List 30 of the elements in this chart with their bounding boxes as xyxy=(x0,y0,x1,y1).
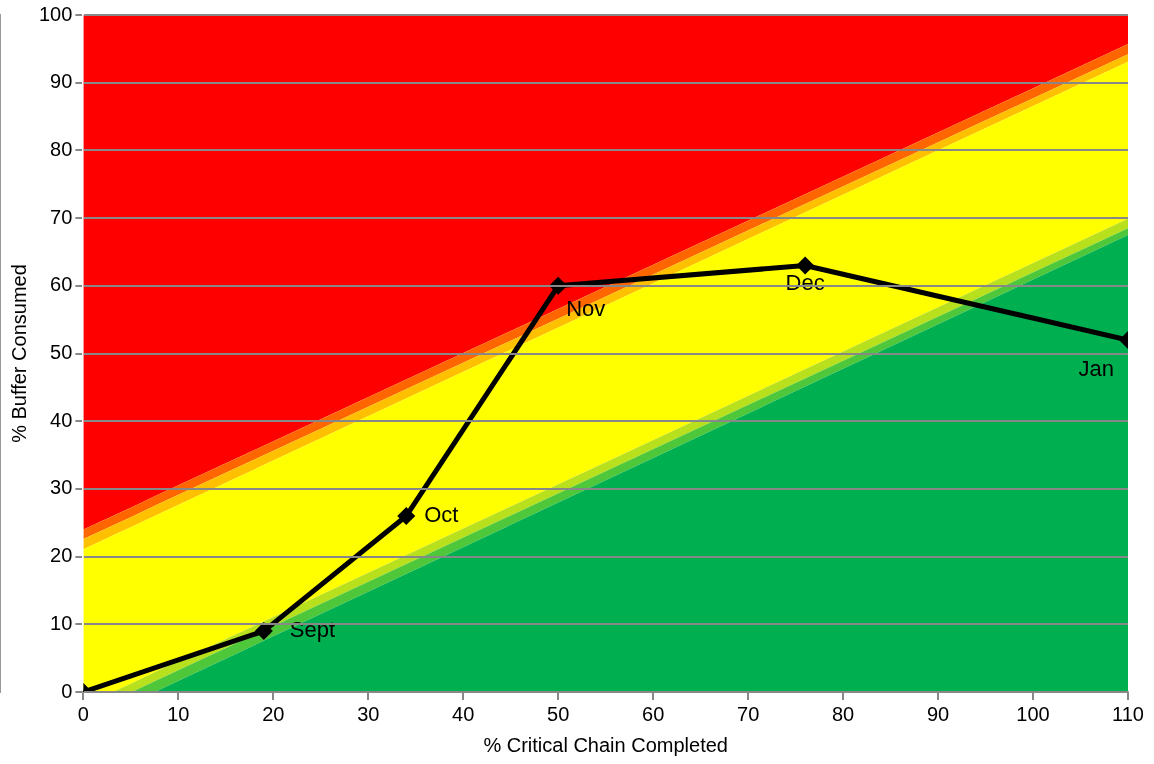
y-tick-label: 10 xyxy=(50,611,73,634)
y-tick-label: 20 xyxy=(50,544,73,567)
y-tick-label: 0 xyxy=(61,679,73,702)
y-tick-label: 60 xyxy=(50,273,73,296)
x-tick-label: 100 xyxy=(1016,702,1050,725)
x-tick-label: 50 xyxy=(547,702,570,725)
y-tick-label: 40 xyxy=(50,408,73,431)
point xyxy=(254,622,273,641)
y-tick-label: 30 xyxy=(50,476,73,499)
y-tick-label: 100 xyxy=(38,2,73,25)
x-tick-label: 90 xyxy=(926,702,950,725)
x-tick-label: 30 xyxy=(357,702,380,725)
y-tick-label: 50 xyxy=(50,341,73,364)
x-tick-label: 110 xyxy=(1112,702,1144,725)
annotation: Nov xyxy=(566,295,606,321)
x-tick-label: 60 xyxy=(642,702,665,725)
y-tick-label: 90 xyxy=(50,70,73,93)
point xyxy=(397,506,416,525)
x-tick-label: 40 xyxy=(452,702,475,725)
annotation: Jan xyxy=(1078,356,1114,382)
x-tick-label: 0 xyxy=(77,702,89,725)
y-tick-label: 80 xyxy=(50,137,73,160)
x-tick-label: 70 xyxy=(737,702,760,725)
x-axis-title: % Critical Chain Completed xyxy=(483,733,728,756)
x-tick-label: 10 xyxy=(167,702,190,725)
y-tick-label: 70 xyxy=(50,205,73,228)
x-tick-label: 20 xyxy=(262,702,285,725)
annotation: Oct xyxy=(424,502,459,528)
y-axis-title: % Buffer Consumed xyxy=(7,264,30,443)
x-tick-label: 80 xyxy=(831,702,855,725)
